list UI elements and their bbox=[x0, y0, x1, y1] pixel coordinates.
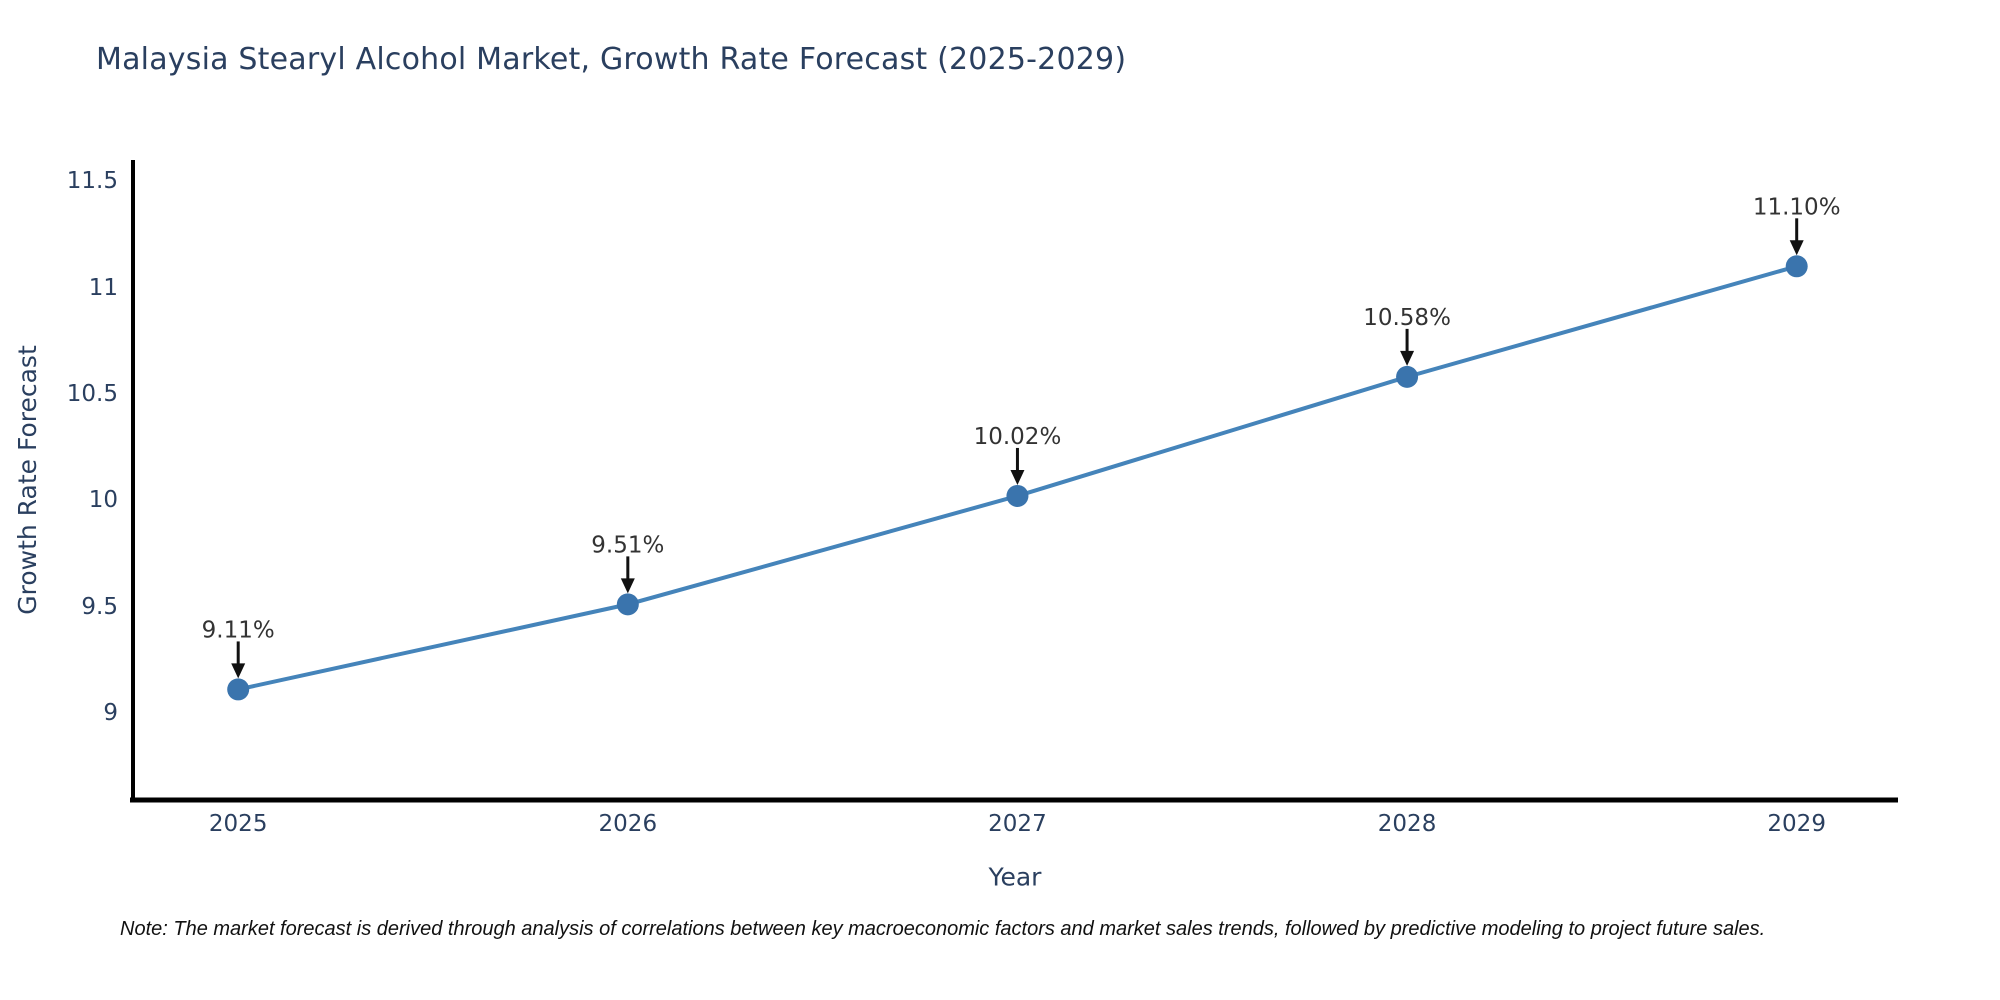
x-tick-label: 2025 bbox=[208, 811, 268, 837]
y-tick-label: 10 bbox=[88, 487, 118, 514]
annotation-arrowhead bbox=[1789, 240, 1804, 256]
y-tick-label: 9.5 bbox=[81, 593, 118, 620]
data-point-marker[interactable] bbox=[1396, 365, 1419, 388]
data-point-marker[interactable] bbox=[1785, 255, 1808, 278]
y-tick-label: 10.5 bbox=[66, 380, 118, 407]
annotation-arrowhead bbox=[231, 663, 246, 679]
y-tick-label: 11.5 bbox=[66, 168, 118, 195]
data-point-marker[interactable] bbox=[1006, 484, 1029, 507]
y-tick-label: 9 bbox=[103, 699, 118, 726]
annotation-label: 10.58% bbox=[1363, 305, 1451, 331]
footnote: Note: The market forecast is derived thr… bbox=[120, 918, 1766, 940]
annotation-label: 10.02% bbox=[974, 424, 1062, 450]
x-tick-label: 2028 bbox=[1377, 811, 1437, 837]
data-point-marker[interactable] bbox=[227, 678, 250, 701]
data-point-marker[interactable] bbox=[616, 593, 639, 616]
x-tick-label: 2027 bbox=[988, 811, 1047, 837]
annotation-arrowhead bbox=[620, 578, 635, 594]
annotation-label: 11.10% bbox=[1753, 194, 1841, 220]
x-tick-label: 2026 bbox=[598, 811, 658, 837]
chart-title: Malaysia Stearyl Alcohol Market, Growth … bbox=[96, 42, 1127, 77]
annotation-label: 9.11% bbox=[202, 617, 275, 643]
x-tick-label: 2029 bbox=[1767, 811, 1826, 837]
x-axis-title: Year bbox=[988, 862, 1042, 892]
annotation-arrowhead bbox=[1400, 350, 1415, 366]
y-tick-label: 11 bbox=[88, 274, 118, 301]
annotation-label: 9.51% bbox=[591, 532, 664, 558]
annotation-arrowhead bbox=[1010, 469, 1025, 485]
